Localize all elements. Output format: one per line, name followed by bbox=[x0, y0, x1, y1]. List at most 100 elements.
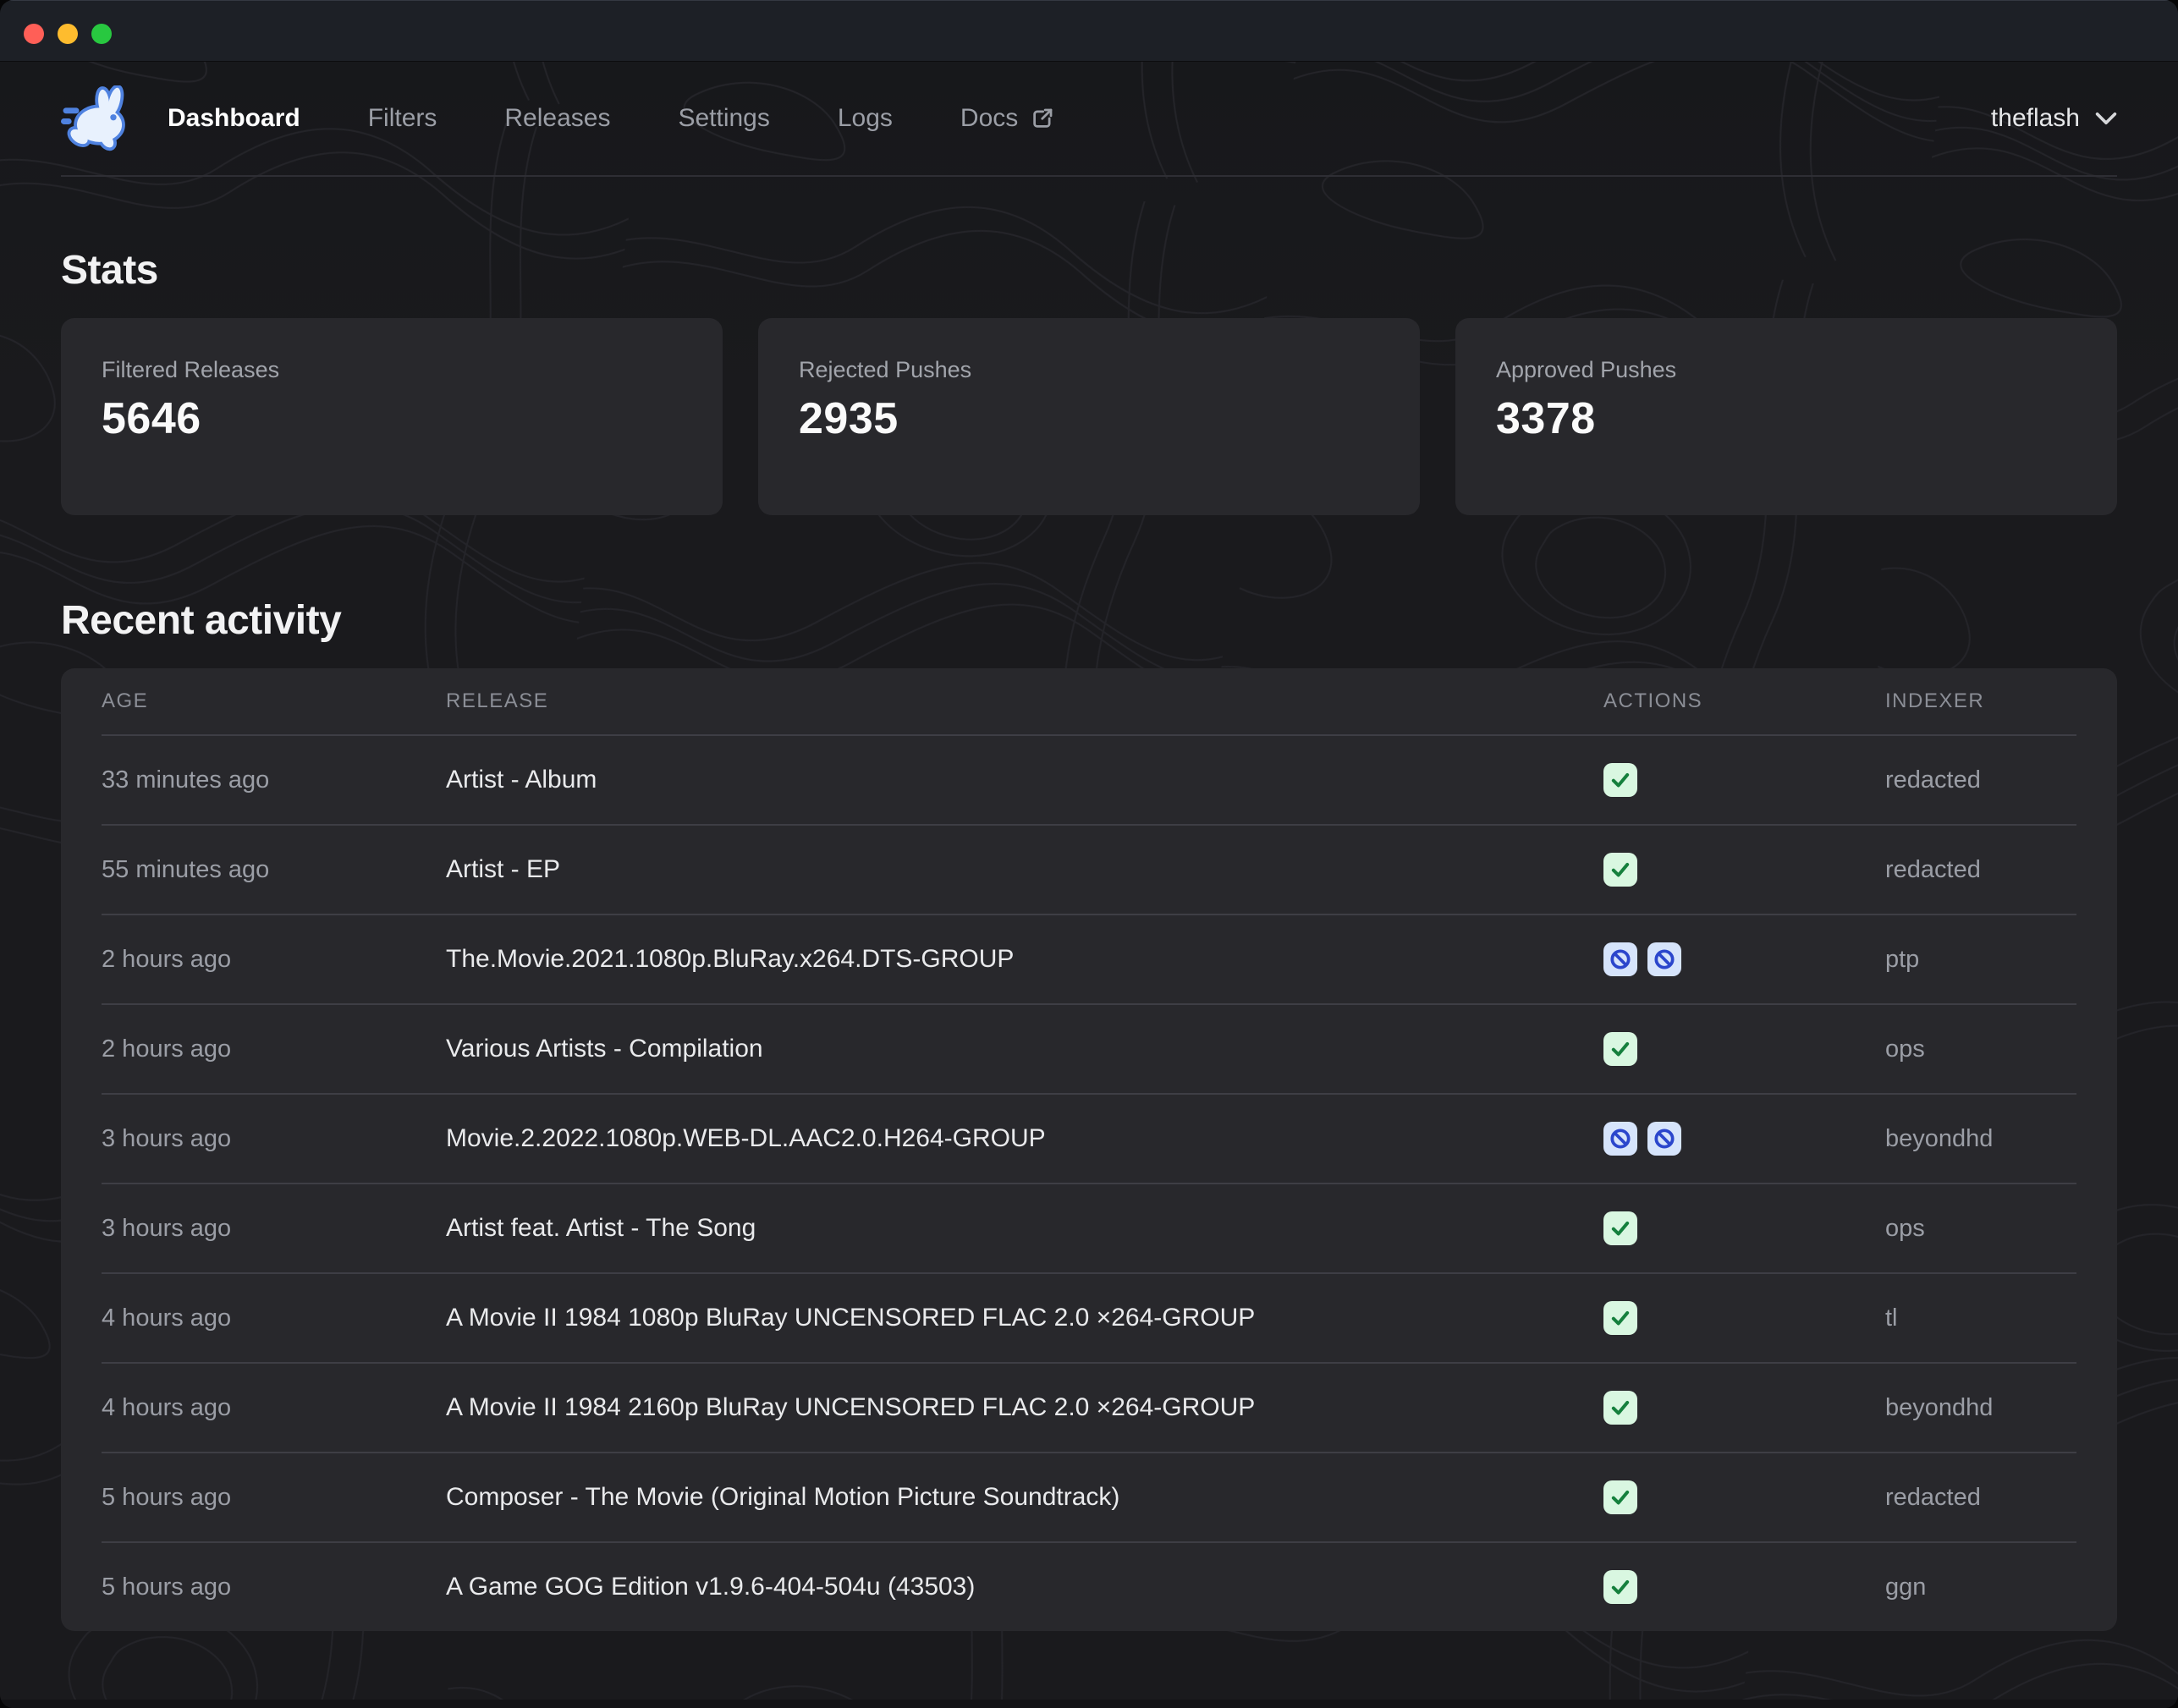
table-row: 4 hours ago A Movie II 1984 1080p BluRay… bbox=[102, 1272, 2076, 1362]
table-row: 3 hours ago Artist feat. Artist - The So… bbox=[102, 1183, 2076, 1272]
column-header-release: RELEASE bbox=[446, 689, 549, 712]
actions-cell bbox=[1603, 1301, 1885, 1335]
age-cell: 3 hours ago bbox=[102, 1124, 232, 1152]
traffic-light-close-button[interactable] bbox=[24, 24, 44, 44]
stats-heading: Stats bbox=[61, 248, 158, 293]
indexer-cell: beyondhd bbox=[1885, 1393, 1994, 1421]
nav-item-label: Filters bbox=[367, 103, 437, 132]
approved-check-icon[interactable] bbox=[1603, 1211, 1637, 1245]
stat-cards: Filtered Releases 5646 Rejected Pushes 2… bbox=[61, 318, 2117, 515]
nav-item-logs[interactable]: Logs bbox=[838, 104, 893, 133]
window-titlebar bbox=[0, 0, 2178, 61]
traffic-light-minimize-button[interactable] bbox=[58, 24, 78, 44]
actions-cell bbox=[1603, 942, 1885, 976]
table-row: 3 hours ago Movie.2.2022.1080p.WEB-DL.AA… bbox=[102, 1093, 2076, 1183]
actions-cell bbox=[1603, 1391, 1885, 1425]
indexer-cell: redacted bbox=[1885, 855, 1981, 883]
stat-card-label: Rejected Pushes bbox=[799, 357, 972, 382]
actions-cell bbox=[1603, 763, 1885, 797]
recent-activity-heading: Recent activity bbox=[61, 598, 342, 643]
table-row: 33 minutes ago Artist - Album redacted bbox=[102, 734, 2076, 824]
approved-check-icon[interactable] bbox=[1603, 853, 1637, 887]
rejected-ban-icon[interactable] bbox=[1603, 942, 1637, 976]
stat-card-label: Approved Pushes bbox=[1496, 357, 1677, 382]
rabbit-icon bbox=[61, 86, 123, 150]
user-menu-button[interactable]: theflash bbox=[1991, 104, 2117, 133]
rejected-ban-icon[interactable] bbox=[1647, 1122, 1681, 1156]
actions-cell bbox=[1603, 1122, 1885, 1156]
actions-cell bbox=[1603, 1211, 1885, 1245]
nav-item-label: Settings bbox=[678, 103, 770, 132]
release-cell: Composer - The Movie (Original Motion Pi… bbox=[446, 1483, 1120, 1511]
table-row: 2 hours ago Various Artists - Compilatio… bbox=[102, 1003, 2076, 1093]
stat-card: Rejected Pushes 2935 bbox=[758, 318, 1420, 515]
release-cell: A Movie II 1984 1080p BluRay UNCENSORED … bbox=[446, 1304, 1256, 1332]
table-row: 5 hours ago Composer - The Movie (Origin… bbox=[102, 1452, 2076, 1541]
approved-check-icon[interactable] bbox=[1603, 1480, 1637, 1514]
actions-cell bbox=[1603, 1032, 1885, 1066]
approved-check-icon[interactable] bbox=[1603, 1391, 1637, 1425]
nav-item-settings[interactable]: Settings bbox=[678, 104, 769, 133]
stat-card: Filtered Releases 5646 bbox=[61, 318, 723, 515]
traffic-light-zoom-button[interactable] bbox=[91, 24, 112, 44]
age-cell: 4 hours ago bbox=[102, 1393, 232, 1421]
indexer-cell: ops bbox=[1885, 1214, 1925, 1242]
nav-item-docs[interactable]: Docs bbox=[960, 104, 1055, 133]
approved-check-icon[interactable] bbox=[1603, 1301, 1637, 1335]
age-cell: 4 hours ago bbox=[102, 1304, 232, 1332]
age-cell: 5 hours ago bbox=[102, 1573, 232, 1601]
release-cell: A Movie II 1984 2160p BluRay UNCENSORED … bbox=[446, 1393, 1256, 1421]
indexer-cell: beyondhd bbox=[1885, 1124, 1994, 1152]
release-cell: Movie.2.2022.1080p.WEB-DL.AAC2.0.H264-GR… bbox=[446, 1124, 1046, 1152]
release-cell: Artist feat. Artist - The Song bbox=[446, 1214, 756, 1242]
stat-card-value: 2935 bbox=[799, 394, 899, 443]
indexer-cell: redacted bbox=[1885, 766, 1981, 794]
column-header-age: AGE bbox=[102, 689, 149, 712]
release-cell: A Game GOG Edition v1.9.6-404-504u (4350… bbox=[446, 1573, 976, 1601]
indexer-cell: ops bbox=[1885, 1035, 1925, 1063]
table-row: 4 hours ago A Movie II 1984 2160p BluRay… bbox=[102, 1362, 2076, 1452]
stat-card-label: Filtered Releases bbox=[102, 357, 280, 382]
nav-item-filters[interactable]: Filters bbox=[368, 104, 437, 133]
actions-cell bbox=[1603, 853, 1885, 887]
approved-check-icon[interactable] bbox=[1603, 1570, 1637, 1604]
table-row: 55 minutes ago Artist - EP redacted bbox=[102, 824, 2076, 914]
nav-item-label: Dashboard bbox=[168, 103, 300, 132]
stat-card: Approved Pushes 3378 bbox=[1455, 318, 2117, 515]
table-body: 33 minutes ago Artist - Album redacted 5… bbox=[102, 734, 2076, 1631]
column-header-actions: ACTIONS bbox=[1603, 689, 1703, 712]
nav-item-releases[interactable]: Releases bbox=[504, 104, 610, 133]
rejected-ban-icon[interactable] bbox=[1647, 942, 1681, 976]
nav-items: Dashboard Filters Releases Settings Logs… bbox=[168, 104, 1055, 133]
nav-item-dashboard[interactable]: Dashboard bbox=[168, 104, 300, 133]
top-navigation: Dashboard Filters Releases Settings Logs… bbox=[61, 61, 2117, 175]
age-cell: 55 minutes ago bbox=[102, 855, 270, 883]
release-cell: The.Movie.2021.1080p.BluRay.x264.DTS-GRO… bbox=[446, 945, 1015, 973]
external-link-icon bbox=[1033, 108, 1053, 128]
stat-card-value: 3378 bbox=[1496, 394, 1596, 443]
rejected-ban-icon[interactable] bbox=[1603, 1122, 1637, 1156]
table-row: 5 hours ago A Game GOG Edition v1.9.6-40… bbox=[102, 1541, 2076, 1631]
actions-cell bbox=[1603, 1570, 1885, 1604]
approved-check-icon[interactable] bbox=[1603, 1032, 1637, 1066]
table-row: 2 hours ago The.Movie.2021.1080p.BluRay.… bbox=[102, 914, 2076, 1003]
indexer-cell: redacted bbox=[1885, 1483, 1981, 1511]
nav-item-label: Logs bbox=[837, 103, 893, 132]
age-cell: 3 hours ago bbox=[102, 1214, 232, 1242]
window-bottom-edge bbox=[0, 1700, 2178, 1708]
age-cell: 33 minutes ago bbox=[102, 766, 270, 794]
username-label: theflash bbox=[1990, 103, 2080, 132]
actions-cell bbox=[1603, 1480, 1885, 1514]
indexer-cell: tl bbox=[1885, 1304, 1898, 1332]
stat-card-value: 5646 bbox=[102, 394, 201, 443]
release-cell: Various Artists - Compilation bbox=[446, 1035, 763, 1063]
approved-check-icon[interactable] bbox=[1603, 763, 1637, 797]
nav-item-label: Docs bbox=[960, 103, 1019, 132]
page-background: Dashboard Filters Releases Settings Logs… bbox=[0, 61, 2178, 1708]
nav-divider bbox=[61, 175, 2117, 177]
autobrr-logo[interactable] bbox=[61, 85, 134, 151]
table-header-row: AGE RELEASE ACTIONS INDEXER bbox=[102, 668, 2076, 734]
column-header-indexer: INDEXER bbox=[1885, 689, 1985, 712]
chevron-down-icon bbox=[2095, 112, 2117, 124]
